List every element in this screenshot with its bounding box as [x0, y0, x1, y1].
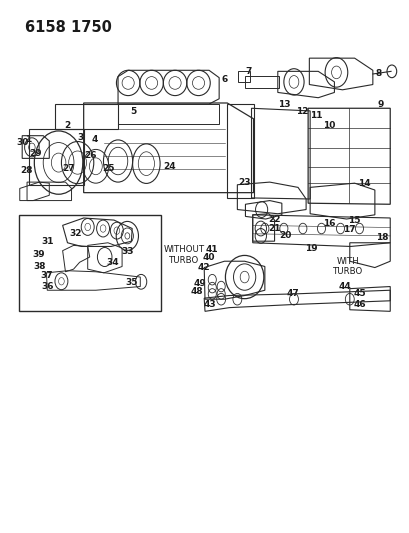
Text: 42: 42 [198, 263, 210, 272]
Text: 17: 17 [343, 225, 355, 234]
Text: 1: 1 [25, 135, 31, 144]
Text: 44: 44 [337, 282, 350, 291]
Text: WITH
TURBO: WITH TURBO [333, 257, 363, 276]
Text: 33: 33 [121, 247, 133, 256]
Text: 3: 3 [77, 133, 83, 142]
Text: 13: 13 [277, 100, 290, 109]
Text: 12: 12 [295, 108, 308, 116]
Text: 30: 30 [16, 138, 28, 147]
Text: 8: 8 [375, 69, 381, 78]
Text: 6158 1750: 6158 1750 [25, 20, 112, 35]
Text: 43: 43 [203, 300, 216, 309]
Text: 6: 6 [221, 75, 227, 84]
Text: 25: 25 [102, 164, 115, 173]
Text: 40: 40 [202, 253, 215, 262]
Text: 29: 29 [29, 149, 41, 158]
Text: 46: 46 [352, 300, 365, 309]
Text: 41: 41 [205, 245, 218, 254]
Bar [19, 215, 161, 311]
Text: 37: 37 [40, 271, 53, 280]
Text: 24: 24 [163, 162, 175, 171]
Text: 23: 23 [238, 177, 250, 187]
Text: 18: 18 [375, 233, 387, 242]
Text: 16: 16 [323, 219, 335, 228]
Text: 4: 4 [92, 135, 98, 144]
Text: 5: 5 [130, 108, 136, 116]
Text: 9: 9 [377, 100, 383, 109]
Text: 35: 35 [125, 278, 137, 287]
Text: 2: 2 [64, 120, 70, 130]
Text: 7: 7 [245, 67, 251, 76]
Text: 26: 26 [85, 151, 97, 160]
Text: 34: 34 [106, 258, 119, 267]
Text: 28: 28 [20, 166, 32, 175]
Text: 20: 20 [279, 231, 291, 240]
Text: 22: 22 [267, 214, 280, 223]
Text: 32: 32 [69, 229, 82, 238]
Text: 47: 47 [286, 289, 299, 298]
Text: 45: 45 [352, 289, 365, 298]
Text: 11: 11 [309, 111, 322, 120]
Text: 48: 48 [190, 287, 203, 296]
Text: WITHOUT
TURBO: WITHOUT TURBO [163, 245, 204, 264]
Text: 21: 21 [267, 224, 280, 233]
Text: 31: 31 [42, 237, 54, 246]
Text: 38: 38 [34, 262, 46, 271]
Text: 49: 49 [193, 279, 206, 288]
Text: 19: 19 [304, 244, 317, 253]
Text: 39: 39 [33, 251, 45, 260]
Text: 27: 27 [62, 164, 74, 173]
Text: 14: 14 [357, 179, 370, 188]
Text: 36: 36 [42, 282, 54, 291]
Text: 10: 10 [323, 120, 335, 130]
Text: 15: 15 [348, 216, 360, 225]
